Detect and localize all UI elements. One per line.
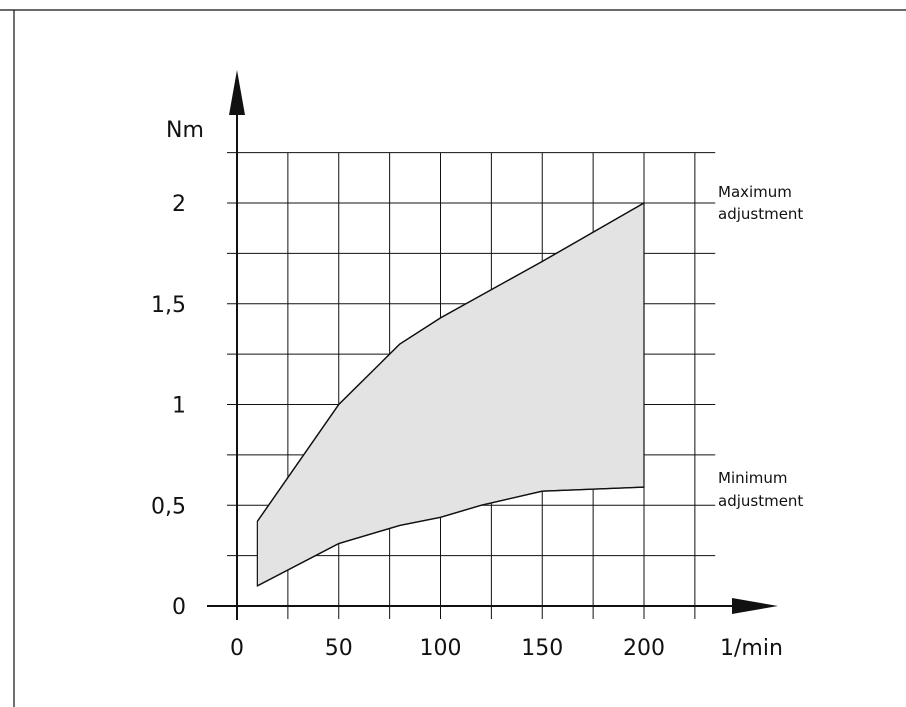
x-tick-label: 150 <box>521 636 563 661</box>
x-axis-arrow <box>732 598 778 614</box>
band-area <box>256 201 645 587</box>
axes <box>207 70 778 620</box>
adjustment-band <box>256 201 645 587</box>
x-tick-label: 0 <box>230 636 244 661</box>
y-tick-label: 1 <box>172 394 186 419</box>
min-annotation-line1: Minimum <box>718 469 788 487</box>
y-tick-label: 0,5 <box>151 494 186 519</box>
tick-labels: 0 50 100 150 200 0 0,5 1 1,5 2 <box>151 192 665 661</box>
y-axis-arrow <box>229 70 245 115</box>
x-tick-label: 50 <box>325 636 353 661</box>
outer-frame <box>0 9 906 707</box>
x-tick-label: 200 <box>623 636 665 661</box>
max-annotation-line2: adjustment <box>718 205 803 223</box>
series-line-maximum-adjustment <box>256 202 645 522</box>
x-tick-label: 100 <box>420 636 462 661</box>
x-axis-label: 1/min <box>720 636 783 661</box>
series-line-minimum-adjustment <box>257 486 645 587</box>
y-tick-label: 1,5 <box>151 293 186 318</box>
max-annotation-line1: Maximum <box>718 183 792 201</box>
y-axis-label: Nm <box>166 118 204 143</box>
y-tick-label: 2 <box>172 192 186 217</box>
min-annotation-line2: adjustment <box>718 492 803 510</box>
y-tick-label: 0 <box>172 595 186 620</box>
